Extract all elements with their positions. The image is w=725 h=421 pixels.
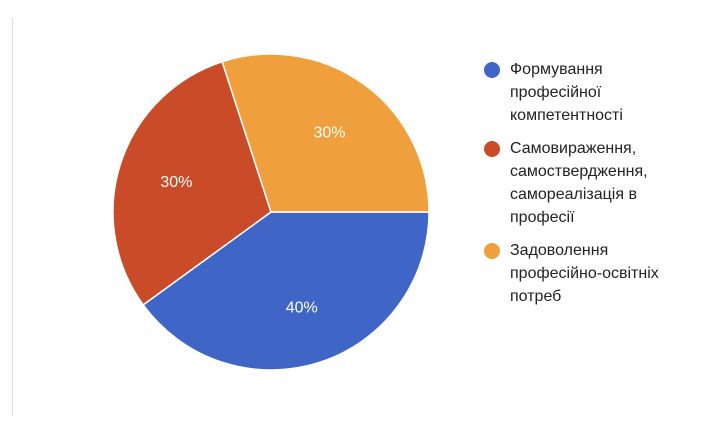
pie-labels: 40% 30% 30% [160, 124, 345, 316]
legend-label: Самовираження, самоствердження, самореал… [510, 140, 648, 226]
slice-percent-label-3: 30% [313, 124, 345, 141]
pie-slice-3[interactable] [221, 53, 430, 213]
pie-slices [112, 53, 430, 371]
legend-label: Формування професійної компетентності [510, 61, 623, 124]
legend-dot-red-icon [484, 141, 500, 157]
legend-label: Задоволення професійно-освітніх потреб [510, 242, 659, 305]
pie-slice-2[interactable] [112, 60, 272, 306]
legend-item-2[interactable]: Самовираження, самоствердження, самореал… [484, 139, 709, 229]
slice-percent-label-1: 40% [286, 300, 318, 317]
legend-item-1[interactable]: Формування професійної компетентності [484, 60, 709, 127]
legend-dot-orange-icon [484, 243, 500, 259]
left-divider [12, 18, 13, 416]
legend: Формування професійної компетентності Са… [484, 60, 709, 320]
pie-slice-1[interactable] [142, 211, 430, 371]
slice-percent-label-2: 30% [160, 174, 192, 191]
legend-item-3[interactable]: Задоволення професійно-освітніх потреб [484, 241, 709, 308]
legend-dot-blue-icon [484, 62, 500, 78]
